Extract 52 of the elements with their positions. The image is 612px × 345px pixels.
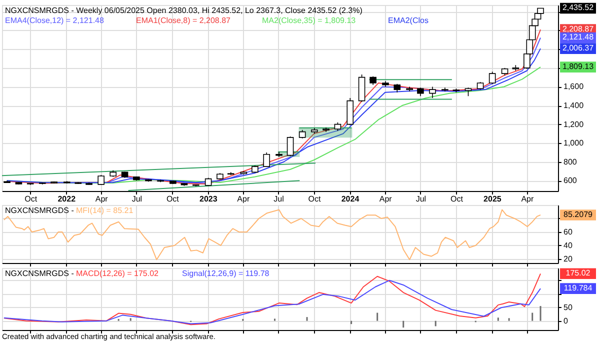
x-tick-label: Oct [166,194,180,204]
y-tick-label: 1,400 [564,101,584,110]
text: MA2(Close,35) = 1,809.13 [262,16,356,25]
chart-title: NGXCNSMRGDS - [5,206,74,215]
text: 1,809.13 [562,62,594,72]
candlestick [346,98,354,126]
x-tick-label: Oct [450,194,464,204]
y-tick-label: 800 [564,157,578,166]
line-series [3,209,542,260]
x-tick-label: Jul [416,194,426,204]
y-tick-label: 0 [564,316,568,326]
x-tick-label: Apr [379,194,392,204]
y-tick-label: 1,000 [564,138,584,148]
candlestick [263,152,270,168]
candlestick [98,174,104,186]
text: 2,435.52 [562,3,594,12]
y-tick-label: 1,200 [564,120,584,129]
x-tick-label: 2024 [341,194,360,204]
y-tick-label: 50 [564,302,573,312]
chart-title: NGXCNSMRGDS - Weekly 06/05/2025 Open 2380.03, Hi 2435.52, Lo 2367.3, Close 2435.52 (2.3%) [5,6,363,15]
x-tick-label: 2025 [484,194,502,204]
y-tick-label: 1,600 [564,82,584,92]
text: 175.02 [566,268,591,278]
y-tick-label: 20 [564,254,573,264]
text: Signal(12,26,9) = 119.78 [182,269,270,278]
text: MACD(12,26) = 175.02 [76,269,160,278]
chart-title: NGXCNSMRGDS - [5,269,74,278]
candlestick [488,71,496,84]
x-tick-label: Jul [274,194,284,204]
text: EMA1(Close,8) = 2,208.87 [136,16,232,25]
text: EMA4(Close,12) = 2,121.48 [5,16,104,25]
x-tick-label: Apr [95,194,108,204]
y-tick-label: 600 [564,176,578,186]
x-tick-label: 2023 [200,194,218,204]
x-tick-label: Apr [237,194,250,204]
x-tick-label: Oct [308,194,322,204]
text: 85.2079 [564,210,594,219]
candlestick [286,136,294,157]
text: 2,121.48 [562,32,594,42]
x-tick-label: 2022 [58,194,76,204]
text: 119.784 [564,284,593,293]
text: 2,006.37 [562,44,594,53]
y-tick-label: 40 [564,240,573,250]
x-tick-label: Apr [521,194,534,204]
candlestick [358,74,366,102]
text: EMA2(Clos [388,16,428,25]
x-tick-label: Oct [24,194,38,204]
x-tick-label: Jul [132,194,142,204]
series-label: MFI(14) = 85.21 [76,206,134,215]
text: 2,208.87 [562,24,594,34]
candlestick [429,86,436,98]
y-tick-label: 60 [564,227,573,236]
